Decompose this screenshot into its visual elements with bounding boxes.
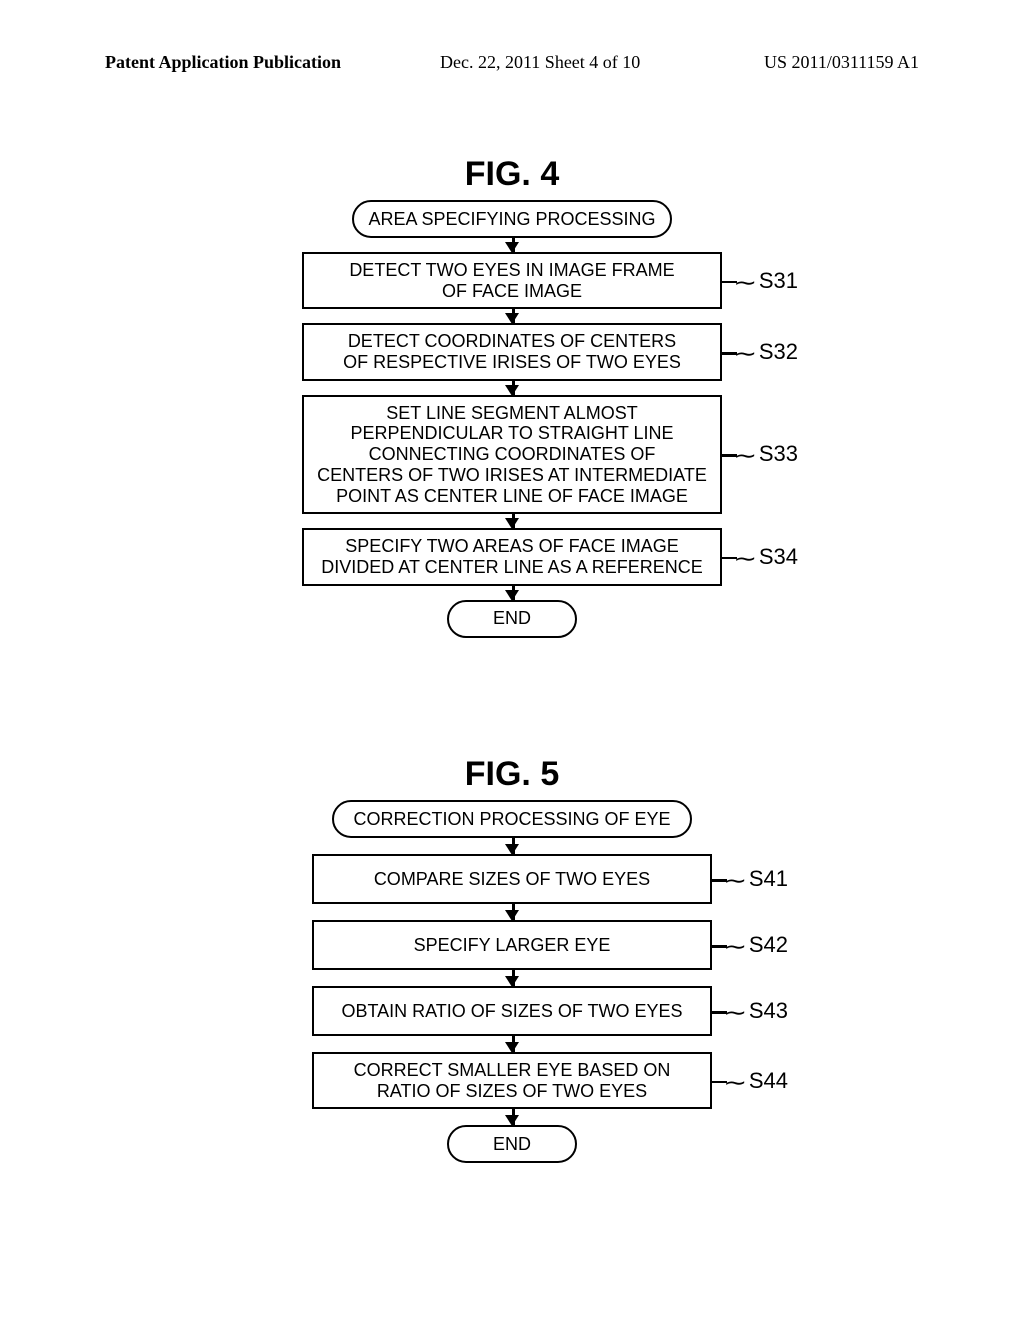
- fig4-end-terminator: END: [447, 600, 577, 638]
- page: Patent Application Publication Dec. 22, …: [0, 0, 1024, 1320]
- step-id: S31: [759, 268, 798, 293]
- fig5-step-s43: OBTAIN RATIO OF SIZES OF TWO EYES: [312, 986, 712, 1036]
- step-label-s44: ∼S44: [726, 1068, 788, 1094]
- step-label-s41: ∼S41: [726, 866, 788, 892]
- fig4-step-s32: DETECT COORDINATES OF CENTERSOF RESPECTI…: [302, 323, 722, 380]
- fig5-start-terminator: CORRECTION PROCESSING OF EYE: [332, 800, 692, 838]
- fig5-step-s42: SPECIFY LARGER EYE: [312, 920, 712, 970]
- step-id: S42: [749, 932, 788, 957]
- step-id: S44: [749, 1068, 788, 1093]
- step-label-s31: ∼S31: [736, 268, 798, 294]
- step-id: S43: [749, 998, 788, 1023]
- step-label-s34: ∼S34: [736, 544, 798, 570]
- step-id: S32: [759, 339, 798, 364]
- fig5-title: FIG. 5: [0, 755, 1024, 794]
- step-id: S41: [749, 866, 788, 891]
- header-left: Patent Application Publication: [105, 52, 341, 73]
- fig4-step-s33: SET LINE SEGMENT ALMOSTPERPENDICULAR TO …: [302, 395, 722, 514]
- step-label-s42: ∼S42: [726, 932, 788, 958]
- fig4-step-s31: DETECT TWO EYES IN IMAGE FRAMEOF FACE IM…: [302, 252, 722, 309]
- fig4-title: FIG. 4: [0, 155, 1024, 194]
- fig4-start-terminator: AREA SPECIFYING PROCESSING: [352, 200, 672, 238]
- step-label-s33: ∼S33: [736, 441, 798, 467]
- fig5-flowchart: CORRECTION PROCESSING OF EYE COMPARE SIZ…: [242, 800, 782, 1163]
- step-label-s32: ∼S32: [736, 339, 798, 365]
- page-header: Patent Application Publication Dec. 22, …: [0, 52, 1024, 82]
- fig4-flowchart: AREA SPECIFYING PROCESSING DETECT TWO EY…: [232, 200, 792, 638]
- header-center: Dec. 22, 2011 Sheet 4 of 10: [440, 52, 640, 73]
- step-id: S34: [759, 544, 798, 569]
- header-right: US 2011/0311159 A1: [764, 52, 919, 73]
- fig5-step-s41: COMPARE SIZES OF TWO EYES: [312, 854, 712, 904]
- step-label-s43: ∼S43: [726, 998, 788, 1024]
- step-id: S33: [759, 441, 798, 466]
- fig4-step-s34: SPECIFY TWO AREAS OF FACE IMAGEDIVIDED A…: [302, 528, 722, 585]
- fig5-step-s44: CORRECT SMALLER EYE BASED ONRATIO OF SIZ…: [312, 1052, 712, 1109]
- fig5-end-terminator: END: [447, 1125, 577, 1163]
